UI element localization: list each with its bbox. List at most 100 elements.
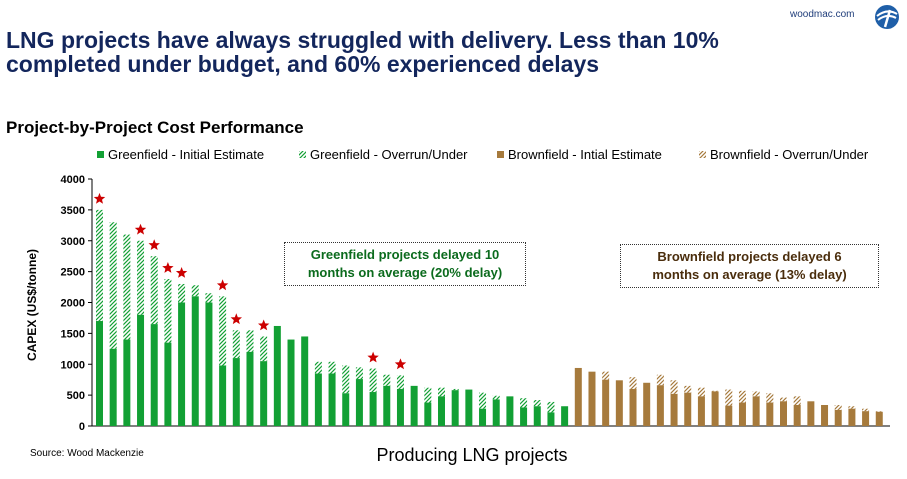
greenfield-overrun-bar bbox=[219, 296, 227, 366]
greenfield-initial-bar bbox=[150, 324, 158, 426]
delay-star-icon bbox=[230, 313, 242, 325]
brownfield-overrun-bar bbox=[738, 390, 746, 403]
legend-label: Greenfield - Initial Estimate bbox=[108, 147, 265, 162]
headline-line-2: completed under budget, and 60% experien… bbox=[6, 51, 600, 77]
greenfield-initial-bar bbox=[232, 358, 240, 426]
delay-star-icon bbox=[93, 192, 106, 204]
brownfield-initial-bar bbox=[807, 401, 815, 426]
greenfield-overrun-bar bbox=[328, 361, 336, 374]
greenfield-overrun-bar bbox=[479, 392, 487, 409]
greenfield-initial-bar bbox=[328, 373, 336, 426]
brownfield-overrun-bar bbox=[862, 408, 870, 412]
y-tick-label: 1000 bbox=[61, 359, 85, 371]
brownfield-initial-bar bbox=[766, 402, 774, 426]
brownfield-initial-bar bbox=[574, 367, 582, 426]
headline-line-1: LNG projects have always struggled with … bbox=[6, 27, 719, 53]
greenfield-initial-bar bbox=[96, 321, 103, 426]
brownfield-initial-bar bbox=[725, 405, 733, 426]
greenfield-overrun-bar bbox=[383, 374, 391, 386]
delay-star-icon bbox=[216, 279, 229, 291]
y-tick-label: 0 bbox=[79, 421, 85, 433]
greenfield-initial-bar bbox=[479, 408, 487, 426]
brownfield-initial-bar bbox=[670, 393, 678, 426]
brownfield-overrun-bar bbox=[684, 385, 692, 393]
greenfield-initial-bar bbox=[506, 396, 514, 426]
legend-swatch-icon bbox=[97, 151, 104, 158]
greenfield-overrun-bar bbox=[355, 367, 363, 380]
brownfield-initial-bar bbox=[602, 379, 610, 426]
greenfield-initial-bar bbox=[424, 402, 432, 426]
y-tick-label: 2500 bbox=[61, 267, 85, 279]
y-tick-label: 1500 bbox=[61, 328, 85, 340]
greenfield-overrun-bar bbox=[342, 365, 350, 394]
delay-star-icon bbox=[162, 262, 174, 273]
greenfield-overrun-bar bbox=[533, 400, 541, 407]
brownfield-overrun-bar bbox=[697, 387, 705, 397]
brownfield-initial-bar bbox=[875, 411, 883, 426]
greenfield-initial-bar bbox=[205, 302, 213, 426]
brownfield-initial-bar bbox=[615, 380, 623, 426]
greenfield-initial-bar bbox=[178, 302, 186, 426]
greenfield-overrun-bar bbox=[109, 222, 117, 349]
legend-swatch-icon bbox=[497, 151, 504, 158]
legend-item-brownfield-overrun: Brownfield - Overrun/Under bbox=[699, 147, 868, 162]
greenfield-overrun-bar bbox=[369, 368, 377, 393]
annotation-line: months on average (13% delay) bbox=[652, 267, 847, 282]
brownfield-initial-bar bbox=[738, 402, 746, 426]
source-note: Source: Wood Mackenzie bbox=[30, 448, 144, 459]
greenfield-initial-bar bbox=[410, 385, 418, 426]
bars-group bbox=[96, 209, 883, 426]
y-tick-label: 500 bbox=[67, 390, 85, 402]
brownfield-overrun-bar bbox=[752, 391, 760, 397]
brownfield-initial-bar bbox=[588, 371, 596, 426]
y-tick-label: 3500 bbox=[61, 205, 85, 217]
brownfield-overrun-bar bbox=[725, 389, 733, 406]
greenfield-initial-bar bbox=[287, 339, 295, 426]
greenfield-overrun-bar bbox=[520, 398, 528, 408]
greenfield-overrun-bar bbox=[232, 330, 240, 359]
y-tick-label: 2000 bbox=[61, 298, 85, 310]
greenfield-initial-bar bbox=[314, 373, 322, 426]
delay-star-icon bbox=[258, 319, 270, 331]
annotation-line: Greenfield projects delayed 10 bbox=[310, 247, 500, 262]
greenfield-initial-bar bbox=[355, 379, 363, 426]
greenfield-overrun-bar bbox=[164, 279, 172, 343]
delay-star-icon bbox=[134, 223, 147, 235]
brownfield-initial-bar bbox=[711, 391, 719, 426]
greenfield-initial-bar bbox=[369, 392, 377, 426]
brownfield-overrun-bar bbox=[629, 377, 637, 389]
brownfield-overrun-bar bbox=[793, 396, 801, 406]
brownfield-initial-bar bbox=[629, 388, 637, 426]
logo-url[interactable]: woodmac.com bbox=[790, 9, 855, 20]
greenfield-initial-bar bbox=[520, 407, 528, 426]
brownfield-initial-bar bbox=[656, 385, 664, 426]
greenfield-overrun-bar bbox=[314, 361, 322, 374]
brownfield-overrun-bar bbox=[766, 393, 774, 403]
brownfield-overrun-bar bbox=[780, 397, 787, 402]
legend-item-brownfield-initial: Brownfield - Intial Estimate bbox=[497, 147, 662, 162]
brownfield-initial-bar bbox=[697, 396, 705, 426]
greenfield-overrun-bar bbox=[191, 285, 199, 297]
legend-item-greenfield-overrun: Greenfield - Overrun/Under bbox=[299, 147, 468, 162]
greenfield-initial-bar bbox=[109, 348, 117, 426]
greenfield-initial-bar bbox=[547, 412, 555, 426]
annotation-line: Brownfield projects delayed 6 bbox=[657, 249, 842, 264]
brownfield-initial-bar bbox=[684, 392, 692, 426]
delay-star-icon bbox=[175, 267, 188, 278]
brownfield-initial-bar bbox=[643, 382, 651, 426]
brownfield-initial-bar bbox=[848, 408, 856, 426]
brownfield-delay-annotation: Brownfield projects delayed 6 months on … bbox=[620, 244, 879, 288]
delay-stars-group bbox=[93, 192, 407, 370]
greenfield-overrun-bar bbox=[492, 395, 500, 400]
greenfield-initial-bar bbox=[273, 325, 281, 426]
greenfield-overrun-bar bbox=[547, 401, 555, 413]
greenfield-initial-bar bbox=[260, 361, 268, 426]
brownfield-overrun-bar bbox=[875, 411, 883, 412]
x-axis-label: Producing LNG projects bbox=[376, 445, 567, 465]
chart-subtitle: Project-by-Project Cost Performance bbox=[6, 118, 304, 137]
greenfield-overrun-bar bbox=[178, 283, 186, 303]
greenfield-overrun-bar bbox=[451, 388, 459, 391]
brownfield-initial-bar bbox=[793, 405, 801, 426]
greenfield-initial-bar bbox=[438, 396, 445, 426]
greenfield-overrun-bar bbox=[96, 209, 103, 322]
